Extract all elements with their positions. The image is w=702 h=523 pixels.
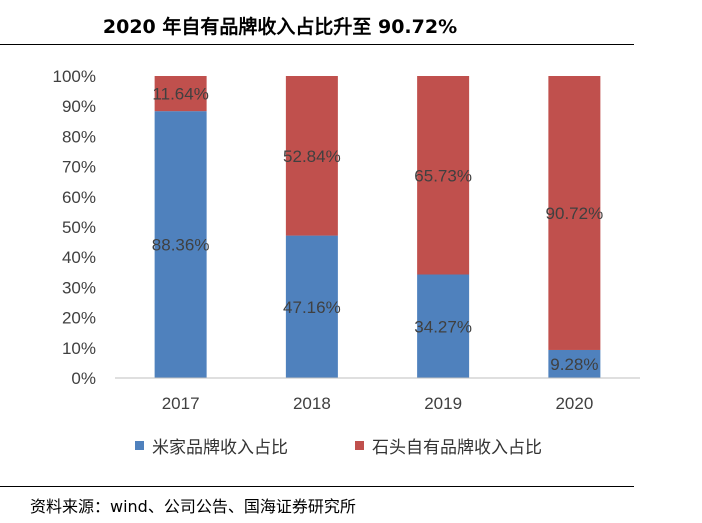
bar-2018-roborock bbox=[285, 76, 338, 236]
y-tick-label: 40% bbox=[62, 248, 96, 267]
bar-2017-roborock bbox=[154, 76, 207, 112]
legend-item-mijia: 米家品牌收入占比 bbox=[135, 433, 288, 458]
y-tick-label: 0% bbox=[71, 369, 96, 388]
data-label-2018-roborock: 52.84% bbox=[283, 147, 341, 166]
bar-2019-roborock bbox=[417, 76, 470, 275]
x-tick-label: 2020 bbox=[555, 394, 593, 413]
x-tick-label: 2017 bbox=[162, 394, 200, 413]
y-tick-label: 20% bbox=[62, 309, 96, 328]
y-tick-label: 50% bbox=[62, 218, 96, 237]
bar-2017-mijia bbox=[154, 111, 207, 378]
data-label-2017-mijia: 88.36% bbox=[152, 236, 210, 255]
y-tick-label: 60% bbox=[62, 188, 96, 207]
y-tick-label: 90% bbox=[62, 97, 96, 116]
page-title: 2020 年自有品牌收入占比升至 90.72% bbox=[102, 16, 458, 38]
data-label-2017-roborock: 11.64% bbox=[152, 85, 208, 104]
bar-2018-mijia bbox=[285, 235, 338, 378]
data-label-2020-roborock: 90.72% bbox=[546, 204, 604, 223]
data-label-2019-mijia: 34.27% bbox=[414, 317, 472, 336]
chart-legend: 米家品牌收入占比 石头自有品牌收入占比 bbox=[0, 433, 702, 458]
y-tick-label: 80% bbox=[62, 127, 96, 146]
legend-label-roborock: 石头自有品牌收入占比 bbox=[372, 438, 542, 458]
bar-2019-mijia bbox=[417, 274, 470, 378]
legend-label-mijia: 米家品牌收入占比 bbox=[152, 438, 288, 458]
y-tick-label: 30% bbox=[62, 278, 96, 297]
legend-item-roborock: 石头自有品牌收入占比 bbox=[355, 433, 542, 458]
x-tick-label: 2019 bbox=[424, 394, 462, 413]
x-tick-label: 2018 bbox=[293, 394, 331, 413]
data-label-2018-mijia: 47.16% bbox=[283, 298, 341, 317]
data-label-2019-roborock: 65.73% bbox=[414, 166, 472, 185]
y-tick-label: 70% bbox=[62, 158, 96, 177]
title-divider bbox=[0, 44, 634, 45]
y-tick-label: 100% bbox=[53, 67, 96, 86]
legend-swatch-roborock bbox=[355, 441, 364, 450]
bar-2020-roborock bbox=[548, 76, 601, 350]
source-note: 资料来源：wind、公司公告、国海证券研究所 bbox=[30, 497, 356, 516]
source-divider bbox=[0, 486, 634, 487]
stacked-bar-chart: 0% 10% 20% 30% 40% 50% 60% 70% 80% 90% 100% 88.36% 1… bbox=[53, 67, 640, 413]
bar-2020-mijia bbox=[548, 349, 601, 378]
legend-swatch-mijia bbox=[135, 441, 144, 450]
y-tick-label: 10% bbox=[62, 339, 96, 358]
data-label-2020-mijia: 9.28% bbox=[550, 355, 598, 374]
